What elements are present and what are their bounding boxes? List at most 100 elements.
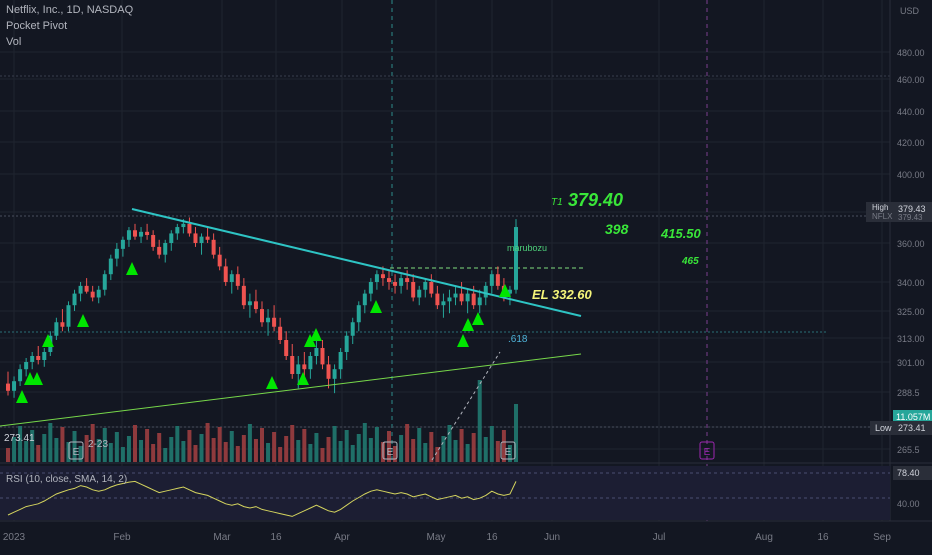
candle-body	[108, 258, 113, 275]
volume-bar	[54, 438, 59, 462]
volume-bar	[175, 426, 180, 462]
time-tick-label: 16	[270, 532, 282, 543]
left-low-label: 273.41	[4, 433, 35, 444]
candle-body	[211, 239, 216, 255]
annotation-t3: 415.50	[660, 226, 702, 241]
candle-body	[459, 293, 464, 302]
volume-bar	[314, 433, 319, 462]
volume-bar	[272, 432, 277, 462]
annotation-fib: .618	[508, 334, 528, 345]
candle-body	[495, 274, 500, 286]
volume-bar	[126, 436, 131, 462]
candle-body	[380, 274, 385, 279]
pocket-pivot-signal	[126, 262, 138, 275]
volume-bar	[90, 424, 95, 462]
candle-body	[362, 293, 367, 306]
candle-body	[151, 235, 156, 247]
volume-bar	[229, 431, 234, 462]
candle-body	[368, 282, 373, 294]
candle-body	[102, 274, 107, 290]
resistance-trendline	[131, 208, 582, 317]
volume-bar	[223, 442, 228, 462]
indicator-volume[interactable]: Vol	[6, 36, 22, 48]
candle-body	[181, 223, 186, 228]
volume-bar	[78, 446, 83, 462]
volume-badge	[893, 410, 932, 424]
volume-bar	[362, 423, 367, 462]
volume-bar	[241, 435, 246, 462]
candle-body	[417, 289, 422, 298]
candle-body	[308, 356, 313, 370]
candle-body	[332, 369, 337, 379]
indicator-pocket-pivot[interactable]: Pocket Pivot	[6, 20, 68, 32]
candle-body	[139, 231, 144, 237]
low-badge	[870, 421, 932, 435]
rsi-legend[interactable]: RSI (10, close, SMA, 14, 2)	[6, 474, 128, 485]
high-label: High	[872, 203, 888, 212]
volume-bar	[66, 442, 71, 462]
candle-body	[72, 293, 77, 306]
candle-body	[96, 289, 101, 298]
price-tick-label: 460.00	[897, 75, 925, 85]
pocket-pivot-signal	[77, 314, 89, 327]
symbol-title[interactable]: Netflix, Inc., 1D, NASDAQ	[6, 4, 134, 16]
volume-bar	[399, 435, 404, 462]
volume-bar	[453, 440, 458, 462]
candle-body	[223, 266, 228, 282]
candle-body	[247, 301, 252, 306]
candle-body	[441, 301, 446, 306]
volume-bar	[72, 431, 77, 462]
candle-body	[229, 274, 234, 282]
pocket-pivot-signal	[16, 390, 28, 403]
price-tick-label: 400.00	[897, 170, 925, 180]
rsi-line	[7, 480, 517, 517]
volume-bar	[96, 439, 101, 462]
volume-value: 11.057M	[896, 412, 930, 422]
candle-body	[284, 340, 289, 356]
pocket-pivot-signal	[266, 376, 278, 389]
candle-body	[12, 381, 17, 391]
volume-bar	[18, 426, 23, 462]
low-label: Low	[875, 423, 892, 433]
candle-body	[187, 223, 192, 234]
time-tick-label: 16	[817, 532, 829, 543]
time-tick-label: Feb	[113, 532, 131, 543]
candle-body	[471, 293, 476, 306]
candle-body	[205, 236, 210, 240]
price-tick-label: 360.00	[897, 239, 925, 249]
candle-body	[429, 282, 434, 294]
candle-body	[145, 231, 150, 236]
candle-body	[453, 293, 458, 298]
price-tick-label: 301.00	[897, 358, 925, 368]
volume-bar	[284, 436, 289, 462]
earnings-marker	[382, 441, 398, 460]
volume-bar	[48, 423, 53, 462]
candle-body	[241, 285, 246, 306]
pocket-pivot-signal	[472, 312, 484, 325]
candle-body	[120, 239, 125, 249]
volume-bar	[368, 438, 373, 462]
volume-bar	[374, 427, 379, 462]
candle-body	[36, 356, 41, 360]
price-tick-label: 265.5	[897, 445, 920, 455]
nflx-value: 379.43	[898, 213, 923, 222]
candle-body	[6, 383, 10, 391]
volume-bar	[302, 429, 307, 462]
candle-body	[30, 356, 35, 362]
pocket-pivot-signal	[457, 334, 469, 347]
candle-body	[133, 230, 137, 237]
candle-body	[199, 236, 204, 243]
volume-bar	[235, 446, 240, 462]
candle-body	[278, 326, 283, 340]
candle-body	[393, 282, 398, 286]
volume-bar	[459, 429, 464, 462]
candle-body	[296, 364, 301, 374]
volume-bar	[266, 443, 271, 462]
volume-bar	[108, 443, 113, 462]
volume-bar	[507, 445, 512, 462]
price-tick-label: 288.5	[897, 388, 920, 398]
volume-bar	[435, 447, 440, 462]
volume-bar	[199, 434, 204, 462]
